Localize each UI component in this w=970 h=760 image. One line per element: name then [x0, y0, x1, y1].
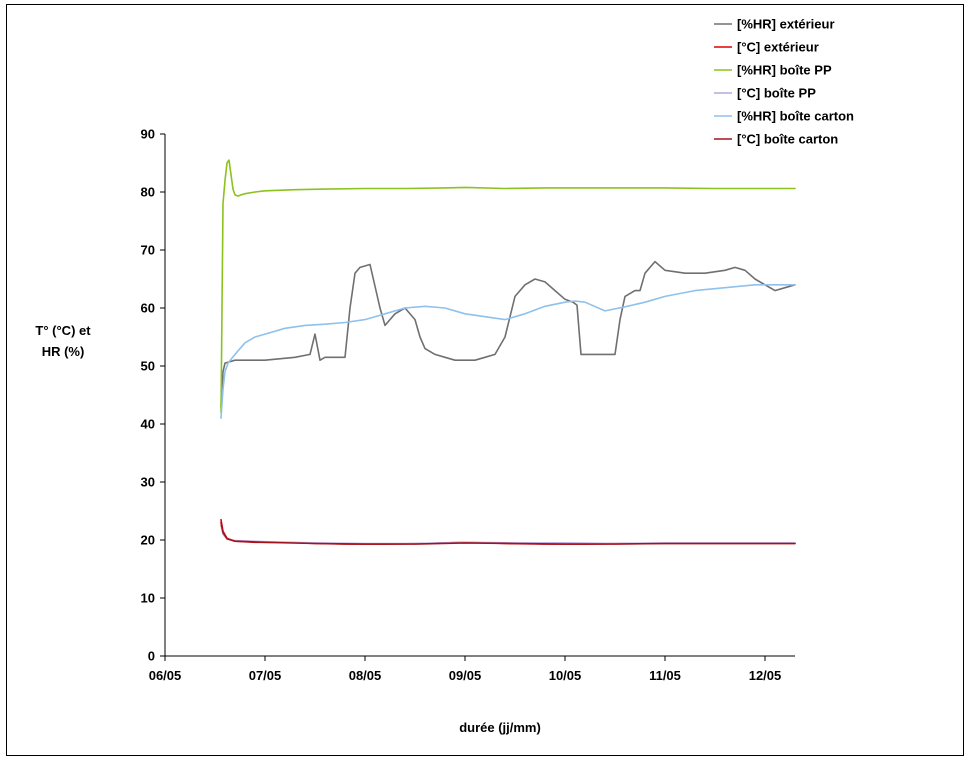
legend-item-c-bo-te-carton: [°C] boîte carton — [714, 132, 838, 147]
legend-item-c-bo-te-pp: [°C] boîte PP — [714, 86, 816, 101]
y-tick-label: 40 — [141, 417, 155, 432]
legend-label: [%HR] boîte PP — [737, 63, 832, 78]
x-tick-label: 07/05 — [249, 668, 282, 683]
x-tick-label: 10/05 — [549, 668, 582, 683]
legend-label: [°C] boîte carton — [737, 132, 838, 147]
legend-label: [%HR] extérieur — [737, 17, 835, 32]
legend-label: [°C] extérieur — [737, 40, 819, 55]
y-axis-title-line-2: HR (%) — [42, 344, 85, 359]
y-tick-label: 80 — [141, 185, 155, 200]
x-tick-label: 08/05 — [349, 668, 382, 683]
series-line-c-bo-te-carton — [220, 521, 796, 545]
y-tick-label: 90 — [141, 127, 155, 142]
x-tick-label: 06/05 — [149, 668, 182, 683]
chart-canvas: T° (°C) et HR (%) durée (jj/mm) 0 10 20 30 4… — [35, 17, 854, 736]
y-tick-label: 0 — [148, 649, 155, 664]
legend-item-hr-bo-te-pp: [%HR] boîte PP — [714, 63, 832, 78]
plot-area: 0 10 20 30 40 50 60 70 80 90 06/05 07/05 08/05 09/05 1… — [141, 127, 796, 683]
y-tick-label: 20 — [141, 533, 155, 548]
series-line-c-bo-te-pp — [220, 524, 796, 545]
y-tick-label: 10 — [141, 591, 155, 606]
y-tick-label: 60 — [141, 301, 155, 316]
legend-label: [°C] boîte PP — [737, 86, 816, 101]
chart-frame: T° (°C) et HR (%) durée (jj/mm) 0 10 20 30 4… — [6, 4, 964, 756]
y-tick-label: 30 — [141, 475, 155, 490]
y-tick-label: 70 — [141, 243, 155, 258]
x-tick-label: 09/05 — [449, 668, 482, 683]
legend: [%HR] extérieur [°C] extérieur [%HR] boîte… — [714, 17, 854, 147]
series-line-hr-bo-te-pp — [220, 159, 796, 414]
legend-item-c-ext-rieur: [°C] extérieur — [714, 40, 819, 55]
y-tick-label: 50 — [141, 359, 155, 374]
legend-label: [%HR] boîte carton — [737, 109, 854, 124]
x-tick-label: 12/05 — [749, 668, 782, 683]
x-tick-label: 11/05 — [649, 668, 681, 683]
x-axis-title: durée (jj/mm) — [459, 720, 541, 735]
series-line-hr-ext-rieur — [220, 260, 796, 408]
legend-item-hr-bo-te-carton: [%HR] boîte carton — [714, 109, 854, 124]
y-axis-title-line-1: T° (°C) et — [35, 323, 91, 338]
legend-item-hr-ext-rieur: [%HR] extérieur — [714, 17, 835, 32]
series-line-c-ext-rieur — [220, 518, 796, 545]
series-line-hr-bo-te-carton — [220, 283, 796, 420]
y-axis-title: T° (°C) et HR (%) — [35, 323, 91, 359]
